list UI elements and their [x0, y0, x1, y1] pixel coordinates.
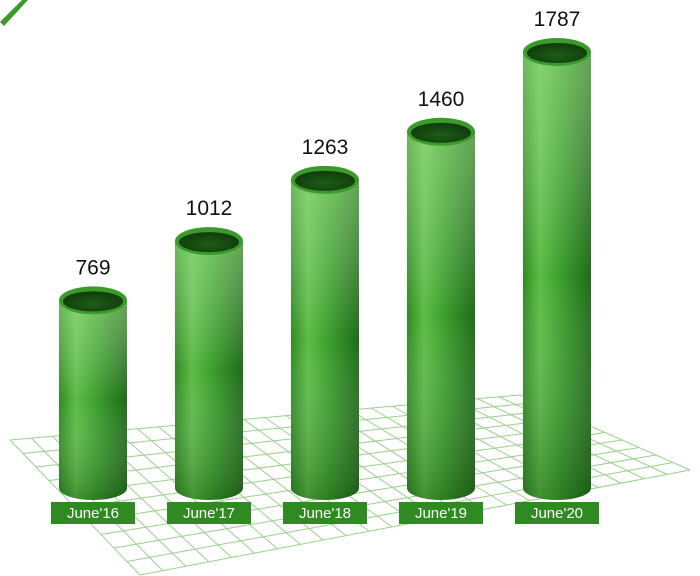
bar-shade [175, 241, 243, 500]
category-box [399, 502, 483, 524]
value-label: 1787 [534, 8, 581, 31]
category-box [515, 502, 599, 524]
bar-top [179, 232, 239, 253]
value-label: 1012 [186, 197, 233, 220]
x-tick-label: June'16 [67, 505, 119, 522]
category-box [51, 502, 135, 524]
bar-top [527, 43, 587, 63]
x-tick-label: June'20 [531, 505, 583, 522]
bar-top [411, 122, 471, 143]
bar-shade [59, 300, 127, 500]
x-tick-label: June'19 [415, 505, 467, 522]
bar-shade [523, 52, 591, 500]
x-tick-label: June'18 [299, 505, 351, 522]
bar-shade [291, 179, 359, 501]
value-label: 1263 [302, 136, 349, 159]
category-box [283, 502, 367, 524]
bar-shade [407, 131, 475, 500]
corner-stroke [0, 0, 28, 26]
x-tick-label: June'17 [183, 505, 235, 522]
value-label: 769 [75, 256, 110, 279]
bar-top [63, 291, 123, 312]
category-box [167, 502, 251, 524]
value-label: 1460 [418, 88, 465, 111]
bar-top [295, 170, 355, 191]
